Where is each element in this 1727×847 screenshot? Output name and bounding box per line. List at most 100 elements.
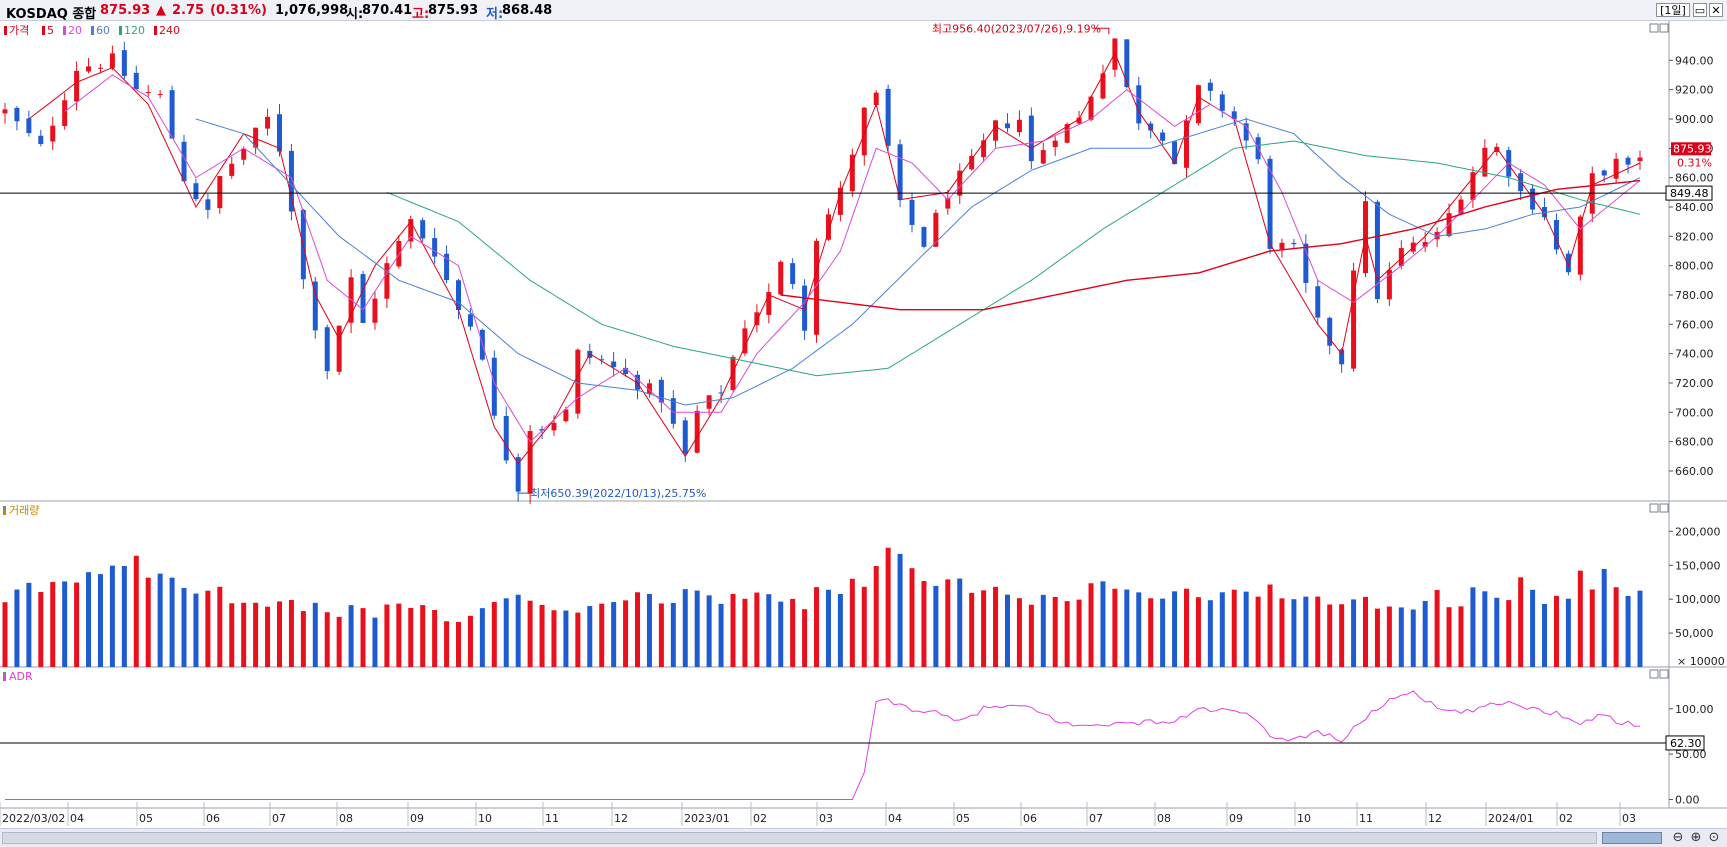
candle-body [1160,132,1166,141]
ma-line-240 [780,179,1641,311]
volume-bar [1458,606,1464,667]
candle-body [814,240,820,335]
legend-ma-240[interactable]: 240 [159,24,180,37]
volume-bar [241,602,247,667]
volume-bar [1518,577,1524,667]
volume-bar [1553,595,1559,667]
candle-body [1183,120,1189,168]
panel-handle-icon[interactable] [3,672,6,675]
candle-body [491,357,497,416]
candle-body [1064,124,1070,143]
panel-minimize-icon[interactable] [1649,669,1659,679]
candle-body [611,361,617,368]
volume-bar [503,598,509,667]
chart-canvas[interactable]: 940.00920.00900.00880.00860.00840.00820.… [0,21,1727,828]
volume-bar [169,577,175,667]
panel-close-icon[interactable] [1659,23,1669,33]
x-axis-label: 11 [545,812,559,825]
candle-body [1530,188,1536,210]
candle-body [420,220,426,239]
zoom-out-icon[interactable]: ⊖ [1672,830,1684,845]
price-y-tick-label: 900.00 [1675,113,1714,126]
legend-swatch [63,26,66,35]
panel-close-icon[interactable] [1659,503,1669,513]
period-button[interactable]: [1일] [1656,3,1690,17]
price-change: 2.75 [172,3,205,18]
volume-bar [456,621,462,667]
candle-body [670,398,676,424]
volume-bar [706,595,712,667]
volume-bar [1195,597,1201,667]
volume-bar [1398,607,1404,667]
candle-body [157,94,163,96]
candle-body [694,410,700,453]
panel-close-icon[interactable] [1659,669,1669,679]
volume-bar [969,592,975,667]
volume-bar [1613,587,1619,667]
volume-bar [825,589,831,667]
volume-bar [1100,581,1106,667]
x-axis-label: 08 [1157,812,1171,825]
zoom-in-icon[interactable]: ⊕ [1690,830,1702,845]
adr-legend-swatch [3,672,6,681]
volume-bar [635,592,641,667]
price-y-tick-label: 800.00 [1675,260,1714,273]
candle-body [26,118,32,134]
ma-line-5 [28,51,1641,465]
x-axis-label: 09 [1229,812,1243,825]
candle-body [181,141,187,182]
volume-bar [742,598,748,667]
volume-bar [253,602,259,667]
volume-bar [646,593,652,667]
candle-body [86,66,92,72]
candle-body [408,219,414,242]
close-icon[interactable]: ✕ [1709,3,1723,17]
volume-bar [1565,598,1571,667]
candle-body [849,154,855,192]
legend-ma-20[interactable]: 20 [68,24,82,37]
legend-ma-5[interactable]: 5 [47,24,54,37]
symbol-name[interactable]: KOSDAQ 종합 [6,7,97,22]
panel-minimize-icon[interactable] [1649,503,1659,513]
panel-handle-icon[interactable] [3,506,6,509]
x-axis-label: 02 [753,812,767,825]
x-axis-label: 07 [272,812,286,825]
candle-body [1470,172,1476,200]
legend-ma-60[interactable]: 60 [96,24,110,37]
volume-bar [1064,601,1070,667]
scrollbar-thumb[interactable] [1602,832,1662,844]
candle-body [1016,119,1022,133]
adr-legend[interactable]: ADR [9,670,33,683]
panel-minimize-icon[interactable] [1649,23,1659,33]
volume-bar [1506,600,1512,667]
volume-bar [1303,596,1309,667]
adr-reference-label: 62.30 [1670,737,1702,750]
volume-bar [1112,588,1118,667]
volume-bar [1351,599,1357,667]
volume-bar [1542,603,1548,667]
volume-bar [2,602,8,667]
candle-body [1374,201,1380,300]
volume-bar [348,605,354,667]
volume-bar [360,608,366,667]
volume-legend[interactable]: 거래량 [9,504,39,517]
volume-bar [265,606,271,667]
zoom-reset-icon[interactable]: ⊙ [1708,830,1720,845]
volume-bar [1494,597,1500,667]
volume-bar [1482,591,1488,667]
volume-bar [1136,592,1142,667]
x-axis-label: 03 [1622,812,1636,825]
minimize-icon[interactable]: ▭ [1693,3,1707,17]
candle-body [217,176,223,209]
horizontal-scrollbar[interactable] [2,832,1597,844]
candle-body [1243,123,1249,141]
volume-y-tick-label: 100,000 [1675,593,1721,606]
volume-bar [1028,604,1034,667]
legend-price[interactable]: 가격 [9,24,29,37]
volume-bar [1207,600,1213,667]
volume-bar [217,586,223,667]
candle-body [1219,94,1225,111]
adr-y-tick-label: 50.00 [1675,748,1707,761]
legend-ma-120[interactable]: 120 [124,24,145,37]
volume-bar [288,600,294,667]
